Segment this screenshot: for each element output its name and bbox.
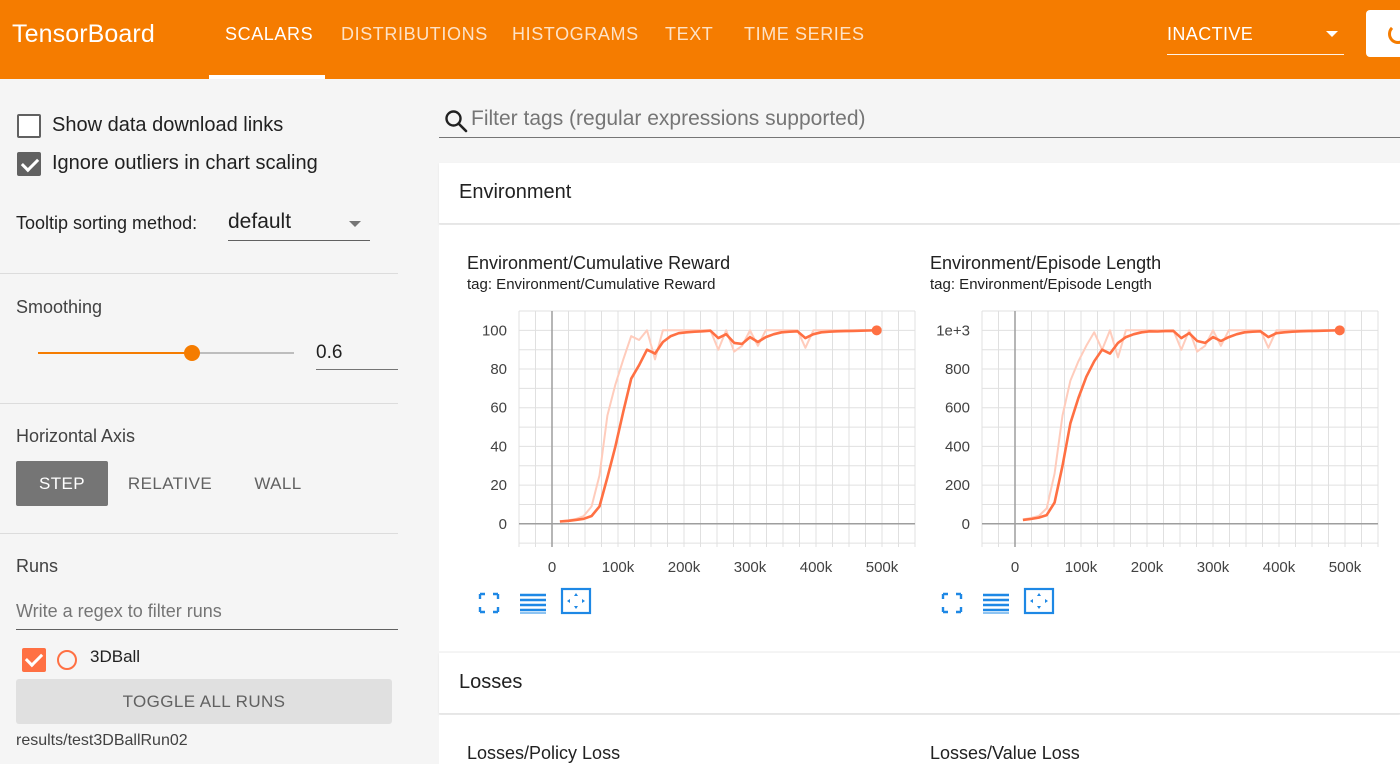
toggle-y-log-icon[interactable] (517, 589, 549, 617)
y-tick-label: 0 (499, 516, 507, 533)
inactive-dashboards-select[interactable]: INACTIVE (1167, 24, 1344, 55)
sidebar-divider (0, 403, 398, 404)
y-tick-label: 800 (945, 361, 970, 378)
smoothing-slider-fill (38, 352, 192, 354)
x-tick-label: 100k (1065, 559, 1098, 576)
x-tick-label: 500k (1329, 559, 1362, 576)
fit-domain-icon[interactable] (560, 587, 592, 615)
active-tab-indicator (209, 75, 325, 79)
ignore-outliers-label[interactable]: Ignore outliers in chart scaling (52, 152, 318, 174)
tooltip-sorting-select[interactable]: default (228, 208, 370, 241)
axis-relative-button[interactable]: RELATIVE (127, 474, 213, 493)
tooltip-sorting-label: Tooltip sorting method: (16, 213, 198, 233)
runs-filter-input[interactable]: Write a regex to filter runs (16, 596, 398, 630)
x-tick-label: 300k (734, 559, 767, 576)
chevron-down-icon (1326, 31, 1338, 37)
chart-tag: tag: Environment/Episode Length (930, 276, 1152, 293)
top-app-bar: TensorBoard SCALARS DISTRIBUTIONS HISTOG… (0, 0, 1400, 79)
tab-text[interactable]: TEXT (665, 24, 714, 44)
category-environment-header[interactable]: Environment (439, 163, 1400, 224)
category-environment-body: Environment/Cumulative Reward tag: Envir… (439, 225, 1400, 651)
series-line-raw (559, 329, 877, 523)
tooltip-sorting-value: default (228, 210, 292, 233)
series-line-smoothed (1022, 329, 1340, 522)
horizontal-axis-label: Horizontal Axis (16, 426, 136, 446)
series-last-point (1334, 325, 1345, 336)
x-tick-label: 100k (602, 559, 635, 576)
tab-distributions[interactable]: DISTRIBUTIONS (341, 24, 488, 44)
brand-title: TensorBoard (12, 20, 155, 48)
sidebar: Show data download links Ignore outliers… (0, 79, 410, 764)
x-tick-label: 400k (800, 559, 833, 576)
smoothing-slider[interactable] (38, 345, 294, 361)
show-download-links-label[interactable]: Show data download links (52, 114, 284, 136)
reload-icon (1388, 24, 1400, 44)
y-tick-label: 100 (482, 322, 507, 339)
x-tick-label: 200k (668, 559, 701, 576)
run-color-swatch[interactable] (57, 650, 77, 670)
sidebar-divider (0, 533, 398, 534)
run-3dball-checkbox[interactable] (22, 648, 46, 672)
chart-title: Environment/Episode Length (930, 253, 1162, 273)
y-tick-label: 0 (962, 516, 970, 533)
search-icon (445, 110, 468, 133)
x-tick-label: 0 (1011, 559, 1019, 576)
tab-time-series[interactable]: TIME SERIES (744, 24, 865, 44)
y-tick-label: 400 (945, 438, 970, 455)
y-tick-label: 600 (945, 400, 970, 417)
ignore-outliers-checkbox[interactable] (17, 152, 41, 176)
x-tick-label: 500k (866, 559, 899, 576)
smoothing-input[interactable]: 0.6 (316, 336, 398, 370)
series-line-raw (1022, 329, 1340, 521)
y-tick-label: 80 (490, 361, 507, 378)
runs-label: Runs (16, 556, 59, 576)
x-tick-label: 200k (1131, 559, 1164, 576)
smoothing-slider-thumb[interactable] (183, 345, 200, 361)
smoothing-label: Smoothing (16, 297, 103, 317)
y-tick-label: 60 (490, 400, 507, 417)
fit-domain-icon[interactable] (1023, 587, 1055, 615)
axis-step-button[interactable]: STEP (16, 461, 108, 506)
chart-title: Environment/Cumulative Reward (467, 253, 731, 273)
category-title: Environment (459, 181, 572, 203)
data-location: results/test3DBallRun02 (16, 732, 188, 749)
x-tick-label: 0 (548, 559, 556, 576)
chart-title: Losses/Value Loss (930, 743, 1080, 763)
series-line-smoothed (559, 329, 877, 523)
chart-title: Losses/Policy Loss (467, 743, 621, 763)
reload-button[interactable] (1366, 10, 1400, 57)
y-tick-label: 200 (945, 477, 970, 494)
category-losses-body: Losses/Policy Loss Losses/Value Loss (439, 715, 1400, 764)
show-download-links-checkbox[interactable] (17, 114, 41, 138)
run-3dball-label: 3DBall (90, 647, 141, 666)
category-losses-header[interactable]: Losses (439, 653, 1400, 714)
tab-scalars[interactable]: SCALARS (225, 24, 314, 44)
toggle-y-log-icon[interactable] (980, 589, 1012, 617)
inactive-dashboards-label: INACTIVE (1167, 24, 1254, 44)
episode-length-chart[interactable]: 0 200 400 600 800 1e+3 0 100k 200k 300k 400k 500k (930, 303, 1390, 583)
filter-tags-input[interactable]: Filter tags (regular expressions support… (439, 99, 1400, 138)
x-tick-label: 300k (1197, 559, 1230, 576)
x-tick-label: 400k (1263, 559, 1296, 576)
fullscreen-icon[interactable] (936, 589, 968, 617)
y-tick-label: 1e+3 (936, 322, 970, 339)
category-title: Losses (459, 671, 523, 693)
toggle-all-runs-button[interactable]: TOGGLE ALL RUNS (16, 679, 392, 724)
y-tick-label: 40 (490, 438, 507, 455)
cumulative-reward-chart[interactable]: 0 20 40 60 80 100 0 100k 200k 300k 400k 500k (467, 303, 927, 583)
chart-tag: tag: Environment/Cumulative Reward (467, 276, 716, 293)
y-tick-label: 20 (490, 477, 507, 494)
series-last-point (871, 325, 882, 336)
sidebar-divider (0, 273, 398, 274)
main-panel: Filter tags (regular expressions support… (410, 79, 1400, 764)
fullscreen-icon[interactable] (473, 589, 505, 617)
tab-histograms[interactable]: HISTOGRAMS (512, 24, 639, 44)
axis-wall-button[interactable]: WALL (254, 474, 302, 493)
chevron-down-icon (349, 221, 361, 227)
